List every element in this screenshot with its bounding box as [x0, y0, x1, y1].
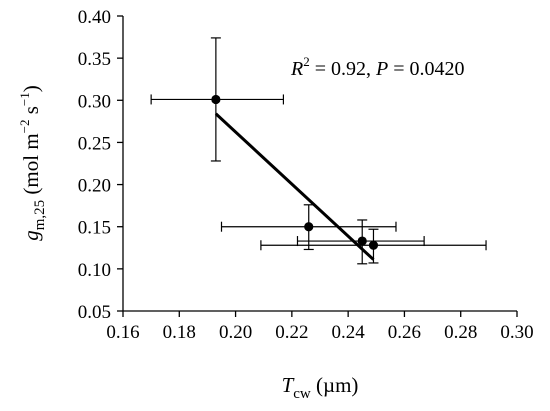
x-tick-label: 0.20: [219, 322, 252, 343]
x-tick-label: 0.22: [275, 322, 308, 343]
points-layer: [211, 94, 379, 250]
y-title-main: g: [19, 230, 43, 241]
data-point: [368, 240, 379, 250]
y-tick-label: 0.35: [78, 49, 111, 70]
p-value: = 0.0420: [388, 58, 464, 80]
y-tick-label: 0.20: [78, 176, 111, 197]
x-title-main: T: [282, 373, 295, 397]
x-title-unit: (µm): [311, 373, 359, 397]
x-tick-label: 0.24: [332, 322, 366, 343]
x-axis-title: Tcw (µm): [282, 373, 359, 402]
x-tick-label: 0.28: [444, 322, 477, 343]
y-title-exp1: −2: [17, 120, 32, 134]
y-title-exp2: −1: [17, 92, 32, 106]
y-title-sub: m,25: [32, 200, 48, 230]
y-title-unit-mid: s: [19, 106, 43, 119]
y-title-unit-post: ): [19, 85, 43, 92]
x-tick-label: 0.26: [388, 322, 421, 343]
y-axis-title: gm,25 (mol m−2 s−1): [17, 85, 48, 241]
data-point: [211, 94, 221, 105]
r-value: = 0.92,: [310, 58, 376, 80]
x-tick-label: 0.18: [163, 322, 196, 343]
y-tick-label: 0.25: [78, 133, 111, 154]
data-point: [357, 236, 367, 246]
p-label: P: [375, 58, 388, 80]
ticks-layer: 0.16 0.18 0.20 0.22 0.24 0.26 0.28 0.30 0.05 0.10…: [78, 7, 534, 343]
r-exponent: 2: [303, 54, 310, 69]
y-tick-label: 0.05: [78, 302, 111, 323]
y-tick-label: 0.10: [78, 260, 111, 281]
y-tick-label: 0.30: [78, 91, 111, 112]
x-tick-label: 0.30: [500, 322, 533, 343]
r-label: R: [290, 58, 303, 80]
y-tick-label: 0.15: [78, 218, 111, 239]
x-title-sub: cw: [293, 386, 311, 402]
y-tick-label: 0.40: [78, 7, 111, 28]
fit-line-layer: [214, 112, 375, 261]
fit-statistics-annotation: R2 = 0.92, P = 0.0420: [290, 54, 465, 80]
y-title-unit-pre: (mol m: [19, 133, 43, 200]
data-point: [304, 222, 314, 232]
regression-line: [214, 112, 375, 261]
x-tick-label: 0.16: [106, 322, 139, 343]
